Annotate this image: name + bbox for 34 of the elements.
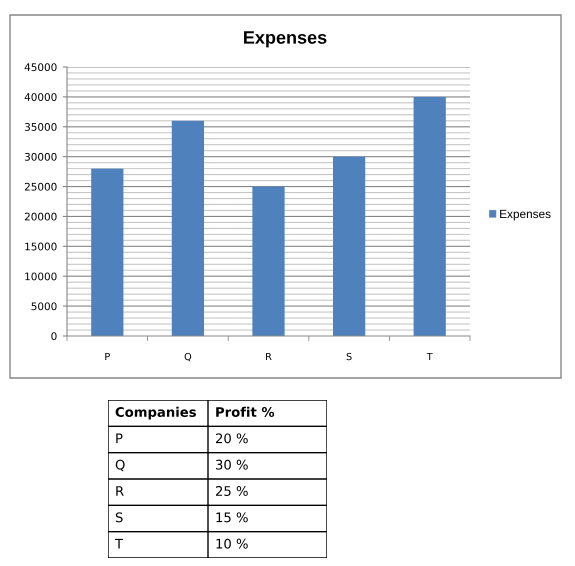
text: 30 %: [216, 460, 248, 470]
y-tick-label: 35000: [24, 123, 57, 131]
y-tick-label: 30000: [24, 152, 57, 161]
text: Profit %: [216, 406, 274, 417]
text: Companies: [116, 406, 196, 420]
bar: [91, 168, 124, 336]
text: 20 %: [216, 433, 248, 444]
category-label: P: [116, 434, 123, 444]
bar: [172, 120, 204, 336]
y-tick-label: 10000: [25, 272, 57, 280]
y-tick-label: 15000: [25, 242, 57, 250]
y-tick-label: 45000: [24, 63, 57, 72]
category-label: Q: [116, 460, 125, 472]
x-tick-label: Q: [184, 352, 192, 362]
category-label: S: [116, 512, 123, 522]
bar: [252, 186, 285, 336]
text: 15 %: [216, 512, 248, 522]
x-tick-label: P: [105, 352, 110, 360]
category-label: R: [116, 486, 124, 496]
x-tick-label: R: [266, 352, 272, 360]
y-tick-label: 5000: [32, 302, 57, 310]
text: 10 %: [216, 538, 248, 549]
y-tick-label: 40000: [24, 93, 57, 101]
chart-title: Expenses: [244, 31, 326, 48]
category-label: T: [114, 538, 124, 548]
y-tick-label: 0: [51, 332, 57, 340]
bar: [414, 96, 446, 336]
x-tick-label: S: [346, 352, 352, 360]
bar: [332, 156, 366, 336]
text: 25 %: [216, 486, 248, 496]
legend-label: Expenses: [500, 210, 551, 220]
y-tick-label: 25000: [24, 182, 57, 191]
x-tick-label: T: [426, 352, 433, 360]
y-tick-label: 20000: [24, 212, 57, 221]
